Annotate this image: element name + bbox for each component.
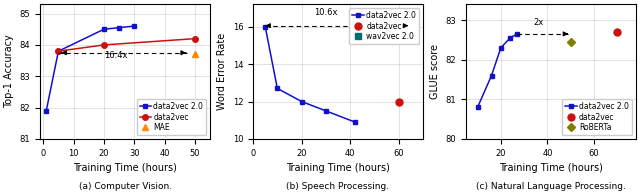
Text: 16.4x: 16.4x xyxy=(104,51,128,60)
data2vec 2.0 xyxy=(298,100,305,103)
data2vec 2.0 xyxy=(54,50,62,52)
Legend: data2vec 2.0, data2vec, MAE: data2vec 2.0, data2vec, MAE xyxy=(136,99,206,135)
Text: (c) Natural Language Processing.: (c) Natural Language Processing. xyxy=(476,182,626,191)
data2vec 2.0 xyxy=(351,121,359,123)
data2vec 2.0 xyxy=(474,106,481,108)
data2vec xyxy=(191,37,199,40)
Text: (b) Speech Processing.: (b) Speech Processing. xyxy=(287,182,390,191)
Line: data2vec 2.0: data2vec 2.0 xyxy=(44,24,137,113)
Text: 2x: 2x xyxy=(533,18,543,27)
data2vec 2.0 xyxy=(131,25,138,27)
Line: data2vec 2.0: data2vec 2.0 xyxy=(263,24,357,124)
Legend: data2vec 2.0, data2vec, RoBERTa: data2vec 2.0, data2vec, RoBERTa xyxy=(563,99,632,135)
data2vec 2.0 xyxy=(497,47,505,49)
data2vec 2.0 xyxy=(488,74,495,77)
data2vec xyxy=(100,44,108,46)
data2vec 2.0 xyxy=(322,110,330,112)
data2vec 2.0 xyxy=(115,26,123,29)
Legend: data2vec 2.0, data2vec, wav2vec 2.0: data2vec 2.0, data2vec, wav2vec 2.0 xyxy=(349,8,419,44)
data2vec 2.0 xyxy=(513,33,521,35)
data2vec xyxy=(54,50,62,52)
X-axis label: Training Time (hours): Training Time (hours) xyxy=(73,163,177,173)
Text: 10.6x: 10.6x xyxy=(314,8,338,17)
Y-axis label: Top-1 Accuracy: Top-1 Accuracy xyxy=(4,35,14,108)
data2vec 2.0 xyxy=(42,110,50,112)
Y-axis label: Word Error Rate: Word Error Rate xyxy=(217,33,227,110)
Line: data2vec: data2vec xyxy=(56,36,198,54)
Text: (a) Computer Vision.: (a) Computer Vision. xyxy=(79,182,172,191)
X-axis label: Training Time (hours): Training Time (hours) xyxy=(286,163,390,173)
X-axis label: Training Time (hours): Training Time (hours) xyxy=(499,163,603,173)
Y-axis label: GLUE score: GLUE score xyxy=(430,44,440,99)
data2vec 2.0 xyxy=(261,25,269,28)
data2vec 2.0 xyxy=(506,37,514,39)
data2vec 2.0 xyxy=(100,28,108,30)
Line: data2vec 2.0: data2vec 2.0 xyxy=(475,31,520,110)
data2vec 2.0 xyxy=(273,87,281,90)
